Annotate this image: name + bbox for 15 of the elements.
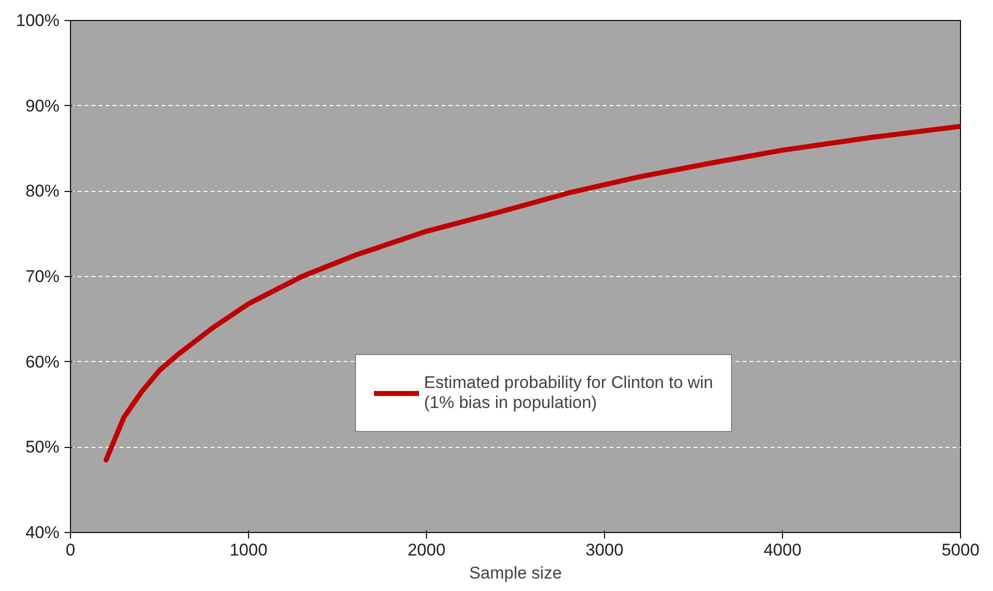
y-tick-label: 70% <box>25 267 60 286</box>
x-tick-label: 3000 <box>586 540 624 560</box>
legend-label: Estimated probability for Clinton to win (1% bias in population) <box>424 373 714 413</box>
y-tick-label: 90% <box>25 96 60 116</box>
x-tick-label: 4000 <box>764 540 802 560</box>
y-tick-label: 100% <box>16 11 60 30</box>
y-tick-label: 80% <box>25 182 60 201</box>
x-tick-label: 2000 <box>408 540 446 560</box>
x-tick-label: 0 <box>66 540 76 560</box>
y-tick-label: 50% <box>25 438 60 457</box>
y-tick-label: 60% <box>25 352 60 372</box>
x-tick-label: 1000 <box>230 540 268 560</box>
x-axis-title: Sample size <box>469 564 562 582</box>
y-tick-label: 40% <box>25 523 60 542</box>
x-tick-label: 5000 <box>942 540 980 560</box>
